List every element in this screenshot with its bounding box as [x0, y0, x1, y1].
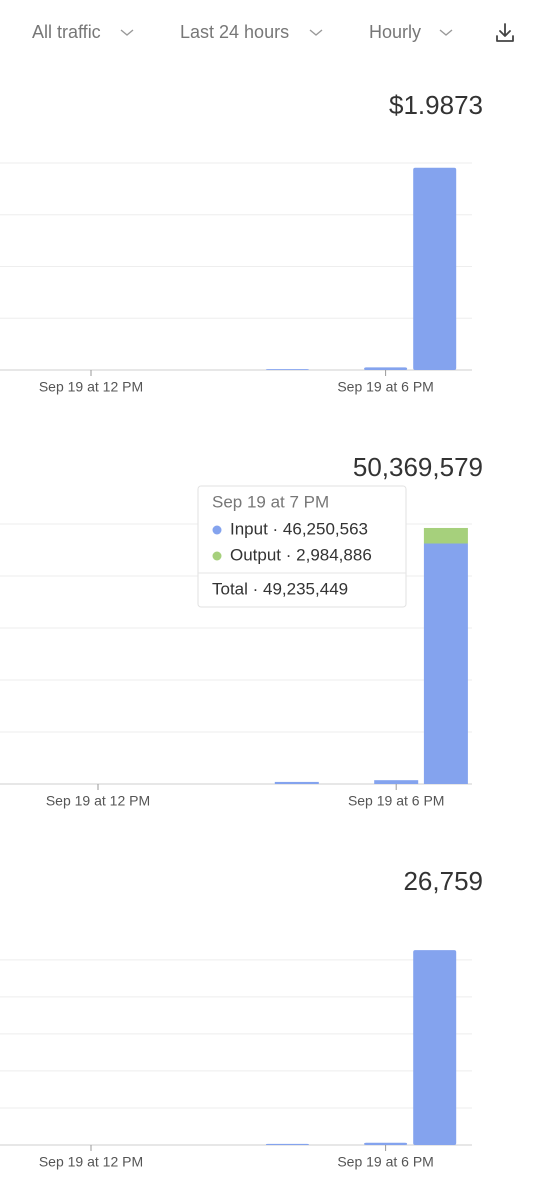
total-value: 26,759	[403, 866, 483, 896]
bar-segment	[274, 781, 319, 784]
x-tick-label: Sep 19 at 12 PM	[39, 1154, 143, 1170]
bar-segment	[423, 527, 468, 544]
x-tick-label: Sep 19 at 12 PM	[46, 793, 150, 809]
tooltip: Sep 19 at 7 PM Input · 46,250,563 Output ·…	[197, 485, 407, 608]
x-tick-label: Sep 19 at 6 PM	[348, 793, 445, 809]
chevron[interactable]	[439, 29, 453, 36]
bar	[265, 369, 309, 370]
filter-range[interactable]: Last 24 hours	[180, 22, 289, 42]
bar	[364, 1142, 408, 1145]
bar-segment	[374, 780, 419, 784]
tooltip-box	[197, 485, 407, 608]
legend-dot	[212, 525, 222, 535]
tooltip-row: Output · 2,984,886	[230, 545, 372, 564]
chart-panel: 26,759 Sep 19 at 12 PM Sep 19 at 6 PM	[0, 866, 483, 1170]
legend-dot	[212, 551, 222, 561]
total-value: 50,369,579	[353, 452, 483, 482]
filter-interval[interactable]: Hourly	[369, 22, 421, 42]
bar	[413, 950, 457, 1145]
toolbar: All traffic Last 24 hours Hourly	[32, 22, 514, 42]
chevron[interactable]	[120, 29, 134, 36]
filter-traffic[interactable]: All traffic	[32, 22, 101, 42]
bar	[413, 167, 457, 370]
chart-panel: 50,369,579 Sep 19 at 12 PM Sep 19 at 6 PM S…	[0, 452, 483, 809]
bar-segment	[423, 543, 468, 784]
x-tick-label: Sep 19 at 6 PM	[337, 379, 434, 395]
x-tick-label: Sep 19 at 12 PM	[39, 379, 143, 395]
bar	[364, 367, 408, 370]
x-tick-label: Sep 19 at 6 PM	[337, 1154, 434, 1170]
chart-panel: $1.9873 Sep 19 at 12 PM Sep 19 at 6 PM	[0, 90, 483, 395]
total-value: $1.9873	[389, 90, 483, 120]
tooltip-total: Total · 49,235,449	[212, 579, 348, 598]
chevron[interactable]	[309, 29, 323, 36]
download-button[interactable]	[496, 23, 514, 42]
tooltip-row: Input · 46,250,563	[230, 519, 368, 538]
bar	[265, 1143, 309, 1145]
tooltip-title: Sep 19 at 7 PM	[212, 492, 329, 511]
